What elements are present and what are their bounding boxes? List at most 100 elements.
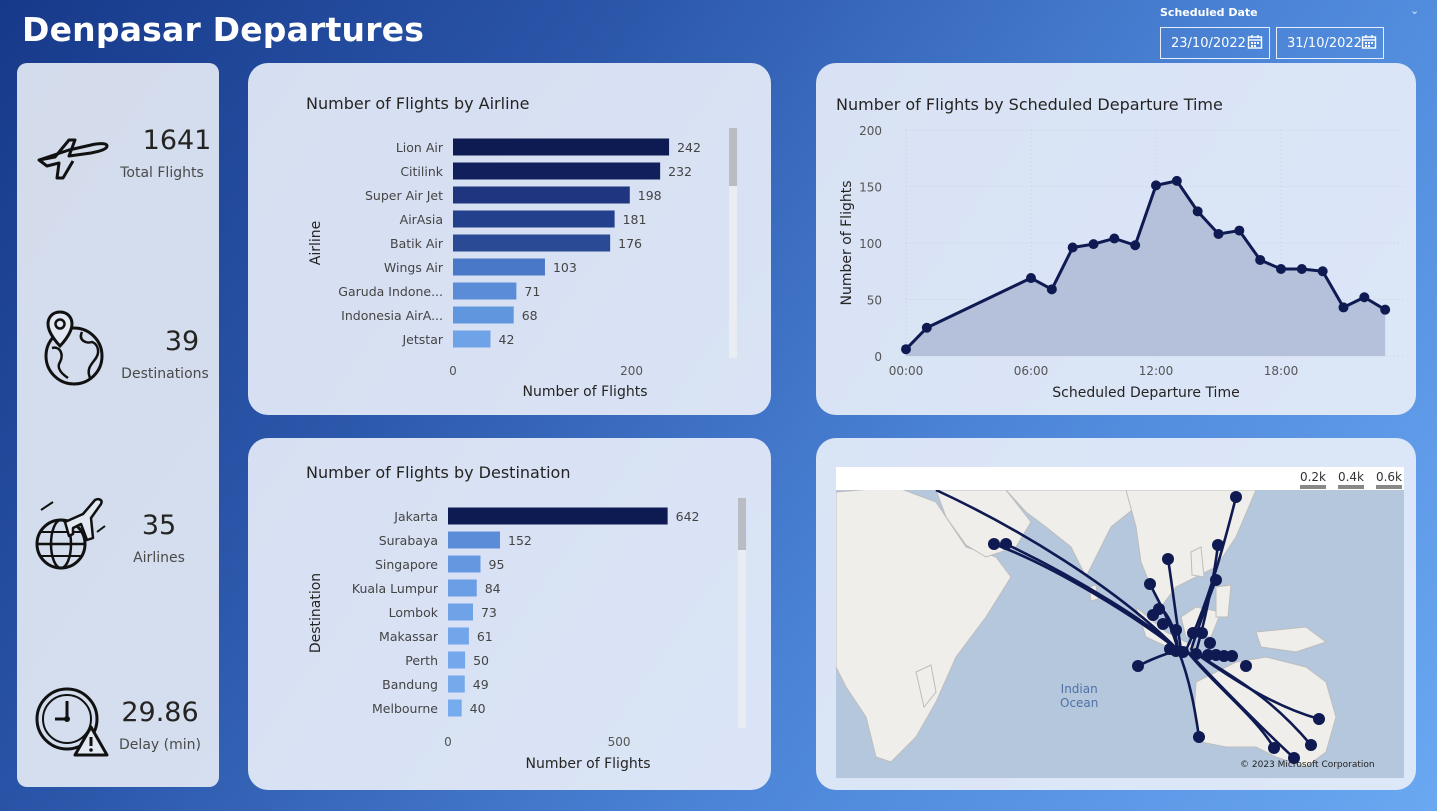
data-point[interactable] [901,344,911,355]
x-tick-label: 0 [444,735,452,749]
data-point[interactable] [1171,175,1182,186]
bar[interactable] [453,210,615,228]
data-point[interactable] [1088,239,1099,250]
bar[interactable] [448,603,473,621]
bar[interactable] [453,162,661,180]
bar[interactable] [448,555,481,573]
scrollbar-track[interactable] [729,128,737,358]
data-point[interactable] [1192,206,1203,217]
start-date-input[interactable]: 23/10/2022 [1160,27,1270,59]
map-copyright: © 2023 Microsoft Corporation [1240,760,1375,770]
end-date-input[interactable]: 31/10/2022 [1276,27,1384,59]
bar[interactable] [448,675,465,693]
kpi-value: 39 [164,326,200,357]
start-date-value: 23/10/2022 [1171,35,1246,51]
chart-title: Number of Flights by Destination [306,463,571,482]
data-label: 103 [553,260,577,275]
category-label: Melbourne [372,701,438,716]
bar[interactable] [453,330,491,348]
y-axis-title: Destination [308,573,324,653]
bar[interactable] [448,579,477,597]
y-axis-title: Number of Flights [839,180,855,305]
date-slicer-label: Scheduled Date [1160,6,1258,19]
y-tick-label: 150 [859,181,882,195]
data-point[interactable] [1296,263,1307,274]
land-india [1004,489,1137,602]
bar[interactable] [453,306,514,324]
category-label: Super Air Jet [365,188,443,203]
data-label: 95 [489,557,505,572]
x-axis-title: Scheduled Departure Time [1052,385,1239,401]
data-point[interactable] [1359,292,1370,303]
clock-warning-icon [35,687,109,757]
bar[interactable] [448,651,466,669]
data-point[interactable] [1151,180,1161,191]
bar[interactable] [448,627,469,645]
airline-bar-chart[interactable]: Lion Air 242 Citilink 232 Super Air Jet 198 Ai… [248,63,771,415]
kpi-total-flights: 1641 Total Flights [17,123,219,243]
route-map[interactable] [836,467,1404,778]
page-title: Denpasar Departures [22,10,425,49]
data-point[interactable] [1276,263,1286,274]
data-point[interactable] [1109,233,1120,244]
bar[interactable] [453,138,670,156]
kpi-panel: 1641 Total Flights 39 Destinations 35 Ai… [17,63,219,787]
airport-markers [988,491,1325,764]
x-tick-label: 06:00 [1014,364,1049,378]
x-tick-label: 00:00 [889,364,924,378]
kpi-delay: 29.86 Delay (min) [17,685,219,805]
data-label: 40 [470,701,486,716]
chart-title: Number of Flights by Scheduled Departure… [836,95,1223,114]
legend-label: 0.4k [1337,470,1365,484]
data-label: 61 [477,629,493,644]
bar[interactable] [453,258,545,276]
data-point[interactable] [1317,266,1328,277]
bar[interactable] [448,507,668,525]
data-point[interactable] [921,322,932,333]
data-label: 68 [522,308,538,323]
data-point[interactable] [1255,254,1266,265]
scrollbar-track[interactable] [738,498,746,728]
data-label: 49 [473,677,489,692]
calendar-icon[interactable] [1361,34,1377,50]
category-label: AirAsia [400,212,443,227]
y-axis-title: Airline [308,221,324,266]
data-point[interactable] [1234,225,1245,236]
chevron-down-icon[interactable]: ⌄ [1410,4,1420,17]
data-point[interactable] [1046,284,1057,295]
bar[interactable] [448,531,500,549]
data-point[interactable] [1067,242,1078,253]
destination-chart-card [248,438,771,790]
globe-airplane-icon [35,497,106,570]
kpi-value: 1641 [142,125,212,156]
data-label: 50 [473,653,489,668]
data-point[interactable] [1380,304,1391,315]
category-label: Kuala Lumpur [352,581,439,596]
data-point[interactable] [1338,302,1349,313]
category-label: Perth [405,653,438,668]
legend-label: 0.6k [1375,470,1403,484]
data-label: 42 [499,332,515,347]
scrollbar-thumb[interactable] [738,498,746,550]
bar[interactable] [453,186,630,204]
legend-bar [1338,485,1364,489]
kpi-label: Destinations [121,366,209,382]
data-label: 232 [668,164,692,179]
calendar-icon[interactable] [1247,34,1263,50]
category-label: Makassar [379,629,439,644]
kpi-airlines: 35 Airlines [17,496,219,616]
data-point[interactable] [1026,273,1036,284]
category-label: Singapore [375,557,438,572]
data-point[interactable] [1130,240,1141,251]
bar[interactable] [453,234,611,252]
bar[interactable] [453,282,517,300]
bar[interactable] [448,699,462,717]
category-label: Garuda Indone... [338,284,443,299]
scrollbar-thumb[interactable] [729,128,737,186]
data-point[interactable] [1213,228,1224,239]
data-label: 198 [638,188,662,203]
data-label: 84 [485,581,501,596]
globe-location-icon [44,310,104,386]
departure-time-area-chart[interactable]: 0 50 100 150 200 00:00 06:00 12:00 18:00 Schedule… [816,63,1416,415]
destination-bar-chart[interactable]: Jakarta 642 Surabaya 152 Singapore 95 Kuala Lu… [248,438,771,790]
